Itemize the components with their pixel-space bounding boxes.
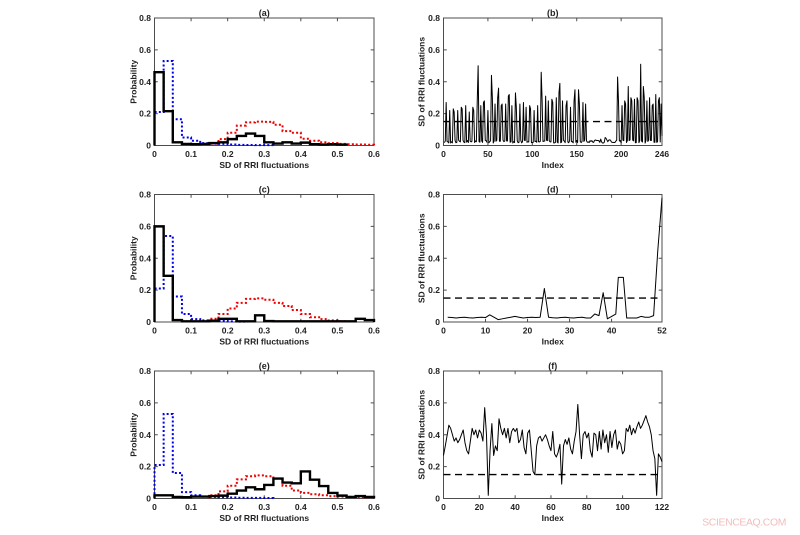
svg-text:0: 0	[435, 494, 440, 504]
svg-text:200: 200	[614, 149, 628, 159]
svg-text:SD of RRI fluctuations: SD of RRI fluctuations	[417, 390, 427, 480]
svg-text:0: 0	[441, 326, 446, 336]
svg-text:0.3: 0.3	[258, 149, 270, 159]
svg-text:80: 80	[582, 502, 592, 512]
svg-text:0: 0	[146, 317, 151, 327]
svg-text:0.4: 0.4	[139, 430, 151, 440]
svg-text:0.6: 0.6	[139, 221, 151, 231]
svg-text:52: 52	[657, 326, 667, 336]
svg-text:0: 0	[152, 149, 157, 159]
svg-text:10: 10	[481, 326, 491, 336]
svg-text:0.6: 0.6	[139, 398, 151, 408]
svg-text:0.6: 0.6	[428, 45, 440, 55]
svg-text:0: 0	[152, 326, 157, 336]
svg-text:0.8: 0.8	[428, 13, 440, 23]
svg-text:0.2: 0.2	[222, 149, 234, 159]
svg-text:150: 150	[570, 149, 584, 159]
svg-text:(c): (c)	[259, 185, 270, 195]
svg-text:0: 0	[441, 149, 446, 159]
svg-text:0.4: 0.4	[139, 77, 151, 87]
svg-text:0: 0	[146, 141, 151, 151]
svg-text:Probability: Probability	[129, 60, 139, 104]
svg-text:0.8: 0.8	[428, 366, 440, 376]
svg-text:0.2: 0.2	[222, 502, 234, 512]
svg-text:20: 20	[523, 326, 533, 336]
svg-text:Index: Index	[542, 160, 564, 170]
svg-text:0.8: 0.8	[139, 366, 151, 376]
svg-text:Probability: Probability	[129, 413, 139, 457]
svg-text:SD of RRI fluctuations: SD of RRI fluctuations	[417, 213, 427, 303]
svg-text:0.2: 0.2	[139, 109, 151, 119]
svg-text:246: 246	[655, 149, 669, 159]
svg-text:(f): (f)	[548, 361, 557, 371]
svg-text:0.4: 0.4	[139, 253, 151, 263]
svg-text:0: 0	[146, 494, 151, 504]
svg-text:SD of RRI fluctuations: SD of RRI fluctuations	[219, 160, 309, 170]
svg-text:0.8: 0.8	[139, 190, 151, 200]
svg-text:40: 40	[607, 326, 617, 336]
svg-text:0: 0	[152, 502, 157, 512]
svg-text:Index: Index	[542, 337, 564, 347]
svg-text:0.2: 0.2	[428, 109, 440, 119]
svg-text:30: 30	[565, 326, 575, 336]
svg-text:0.5: 0.5	[332, 149, 344, 159]
svg-text:0.8: 0.8	[428, 190, 440, 200]
svg-text:122: 122	[655, 502, 669, 512]
svg-text:0.2: 0.2	[222, 326, 234, 336]
svg-text:20: 20	[475, 502, 485, 512]
svg-text:0: 0	[435, 141, 440, 151]
svg-text:0.6: 0.6	[368, 326, 380, 336]
svg-text:0.1: 0.1	[185, 149, 197, 159]
svg-text:SD of RRI fluctuations: SD of RRI fluctuations	[219, 513, 309, 523]
svg-text:(a): (a)	[259, 8, 270, 18]
svg-text:0.4: 0.4	[295, 326, 307, 336]
svg-text:0.2: 0.2	[428, 462, 440, 472]
svg-text:0.4: 0.4	[295, 502, 307, 512]
svg-text:0.4: 0.4	[428, 77, 440, 87]
svg-text:0.2: 0.2	[428, 285, 440, 295]
svg-text:100: 100	[616, 502, 630, 512]
svg-text:SD of RRI fluctuations: SD of RRI fluctuations	[417, 37, 427, 127]
svg-text:0.2: 0.2	[139, 285, 151, 295]
svg-text:0.1: 0.1	[185, 502, 197, 512]
svg-text:0: 0	[435, 317, 440, 327]
svg-text:0.4: 0.4	[428, 430, 440, 440]
svg-text:Probability: Probability	[129, 236, 139, 280]
svg-text:0.6: 0.6	[368, 502, 380, 512]
svg-text:0.3: 0.3	[258, 502, 270, 512]
svg-text:0.6: 0.6	[428, 398, 440, 408]
svg-text:(d): (d)	[547, 185, 559, 195]
svg-text:Index: Index	[542, 513, 564, 523]
svg-text:0.4: 0.4	[295, 149, 307, 159]
svg-text:50: 50	[483, 149, 493, 159]
svg-text:SCIENCEAQ.COM: SCIENCEAQ.COM	[702, 518, 786, 529]
svg-text:100: 100	[525, 149, 539, 159]
svg-text:(b): (b)	[547, 8, 559, 18]
svg-text:0.3: 0.3	[258, 326, 270, 336]
svg-text:(e): (e)	[259, 361, 270, 371]
svg-text:0.5: 0.5	[332, 326, 344, 336]
svg-text:0.6: 0.6	[368, 149, 380, 159]
svg-text:0.8: 0.8	[139, 13, 151, 23]
svg-text:0.2: 0.2	[139, 462, 151, 472]
svg-text:0.1: 0.1	[185, 326, 197, 336]
svg-text:0: 0	[441, 502, 446, 512]
svg-text:0.5: 0.5	[332, 502, 344, 512]
svg-text:SD of RRI fluctuations: SD of RRI fluctuations	[219, 337, 309, 347]
svg-text:40: 40	[510, 502, 520, 512]
svg-text:60: 60	[546, 502, 556, 512]
svg-text:0.6: 0.6	[139, 45, 151, 55]
svg-text:0.6: 0.6	[428, 221, 440, 231]
svg-text:0.4: 0.4	[428, 253, 440, 263]
